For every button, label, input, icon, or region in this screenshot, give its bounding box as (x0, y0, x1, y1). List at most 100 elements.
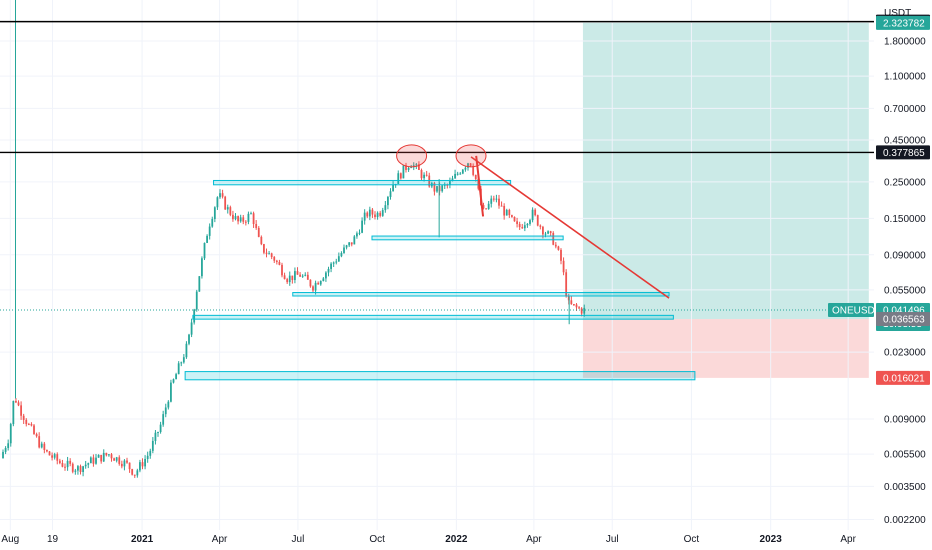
candle-body (15, 400, 17, 403)
candle-body (518, 224, 521, 228)
candle-body (423, 174, 425, 179)
candle-body (61, 463, 64, 467)
y-tick-label: 0.090000 (884, 250, 926, 261)
candle-body (456, 173, 459, 175)
candle-body (368, 209, 371, 217)
profit-zone[interactable] (582, 22, 869, 320)
candle-body (283, 275, 286, 280)
top-circle[interactable] (396, 144, 428, 168)
candle-body (317, 282, 320, 285)
candle-body (521, 227, 524, 229)
candle-body (144, 458, 146, 467)
candle-body (539, 225, 542, 227)
y-tick-label: 1.800000 (884, 37, 926, 48)
candle-body (335, 261, 338, 263)
candle-body (74, 470, 77, 472)
candle-body (508, 209, 511, 216)
candle-body (198, 276, 201, 292)
support-zone[interactable] (292, 292, 670, 297)
y-tick-label: 1.100000 (884, 72, 926, 83)
candle-body (554, 244, 557, 247)
candle-body (30, 424, 33, 426)
candle-body (247, 213, 250, 222)
candle-body (402, 165, 405, 179)
candle-body (123, 460, 126, 467)
position-price-label-bg (876, 15, 930, 30)
candle-body (294, 271, 296, 281)
line-price-label: 0.377865 (883, 148, 925, 159)
candle-body (102, 452, 105, 462)
support-zone[interactable] (213, 179, 512, 186)
candle-body (425, 174, 428, 176)
candle-body (46, 449, 48, 452)
y-tick-label: 0.700000 (884, 104, 926, 115)
candle-body (255, 224, 258, 228)
candle-body (389, 191, 392, 197)
candle-body (82, 466, 84, 473)
candle-body (428, 175, 431, 187)
candles (2, 0, 586, 478)
candle-body (573, 304, 575, 306)
candle-body (115, 457, 118, 461)
candle-body (358, 232, 361, 234)
x-tick-label: Apr (212, 534, 228, 545)
candle-body (263, 244, 265, 253)
support-zone[interactable] (371, 235, 564, 241)
candle-body (92, 457, 95, 464)
candle-body (469, 163, 472, 166)
candle-body (356, 233, 358, 237)
support-zone[interactable] (192, 314, 674, 320)
symbol-label-bg (828, 303, 874, 318)
candle-body (126, 460, 128, 463)
candle-body (384, 205, 387, 211)
candle-body (159, 424, 162, 432)
candle-body (371, 209, 374, 215)
y-tick-label: 0.250000 (884, 177, 926, 188)
candle-body (146, 455, 149, 459)
candle-body (376, 212, 379, 218)
candle-body (229, 207, 232, 215)
candle-body (56, 454, 59, 461)
candle-body (33, 425, 35, 435)
candle-body (474, 174, 477, 179)
candle-body (487, 203, 490, 209)
candle-body (327, 268, 330, 273)
x-tick-label: Oct (684, 534, 700, 545)
candle-body (319, 280, 322, 285)
top-circle[interactable] (455, 144, 487, 168)
support-zone[interactable] (184, 371, 696, 381)
candle-body (275, 260, 278, 262)
candle-body (22, 415, 25, 420)
candle-body (301, 275, 304, 277)
candle-body (43, 443, 46, 450)
candle-body (498, 198, 500, 206)
y-tick-label: 0.450000 (884, 135, 926, 146)
y-tick-label: 0.003500 (884, 482, 926, 493)
trendline[interactable] (470, 156, 670, 299)
candle-body (467, 163, 469, 168)
candle-body (412, 165, 415, 168)
candle-body (503, 205, 506, 216)
candle-body (312, 286, 314, 291)
candle-body (433, 183, 436, 192)
candle-body (252, 213, 255, 225)
y-tick-label: 0.005500 (884, 450, 926, 461)
candle-body (415, 164, 418, 166)
stop-zone[interactable] (582, 319, 869, 378)
candle-body (206, 235, 208, 243)
candle-body (560, 249, 562, 261)
candle-body (219, 193, 221, 198)
candle-body (131, 469, 134, 475)
candle-body (2, 451, 4, 459)
candle-body (108, 454, 110, 456)
candle-body (542, 226, 544, 235)
candle-body (578, 307, 580, 309)
candle-body (216, 197, 219, 208)
candle-body (71, 463, 74, 472)
candle-body (190, 322, 193, 335)
x-tick-label: Apr (840, 534, 856, 545)
candle-body (221, 193, 224, 197)
candle-body (203, 242, 206, 259)
price-axis: 1.800000 1.100000 0.700000 0.450000 0.250000… (828, 14, 930, 526)
